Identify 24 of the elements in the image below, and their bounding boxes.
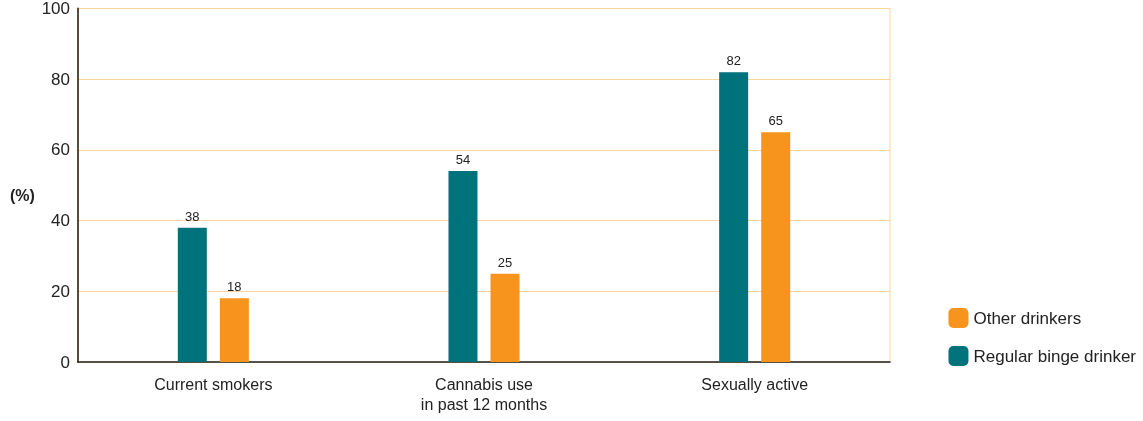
data-label: 82 [726,53,741,69]
data-label: 54 [455,152,471,168]
y-axis-title: (%) [10,186,35,204]
legend-label: Regular binge drinker [973,346,1137,366]
y-tick-label: 40 [51,211,70,231]
data-label: 65 [768,113,783,129]
legend-label: Other drinkers [973,308,1082,328]
bar [719,72,749,362]
x-tick-label: Cannabis use in past 12 months [420,375,548,413]
y-tick-label: 60 [51,140,70,160]
bar [177,227,207,362]
x-tick-label: Sexually active [701,375,809,393]
x-tick-label: Current smokers [154,375,273,393]
data-label: 25 [497,254,513,270]
bar [448,171,478,362]
bar [219,298,249,362]
y-tick-label: 0 [60,352,70,372]
bar [490,273,520,362]
data-label: 38 [185,208,200,224]
y-tick-label: 20 [51,281,70,301]
y-tick-label: 100 [41,0,70,18]
bar [761,132,791,362]
data-label: 18 [227,279,242,295]
y-tick-label: 80 [51,69,70,89]
